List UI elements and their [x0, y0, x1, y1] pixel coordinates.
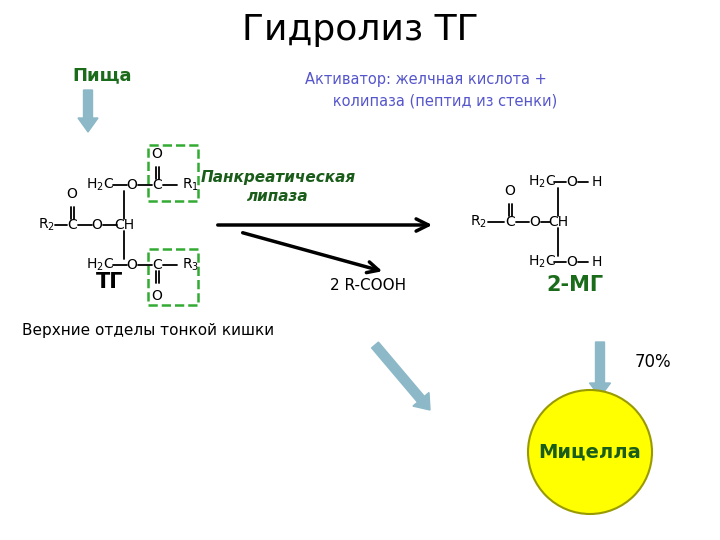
Text: C: C	[67, 218, 77, 232]
FancyArrow shape	[372, 342, 430, 410]
Text: O: O	[152, 147, 163, 161]
Text: Гидролиз ТГ: Гидролиз ТГ	[242, 13, 478, 47]
Text: O: O	[530, 215, 541, 229]
Text: 2 R-COOH: 2 R-COOH	[330, 278, 406, 293]
Text: CH: CH	[114, 218, 134, 232]
Bar	[148, 249, 198, 305]
Text: O: O	[567, 255, 577, 269]
Text: C: C	[152, 258, 162, 272]
Text: R$_1$: R$_1$	[182, 177, 199, 193]
Text: H: H	[592, 175, 603, 189]
Text: O: O	[127, 178, 138, 192]
Text: O: O	[91, 218, 102, 232]
Text: H$_2$C: H$_2$C	[86, 257, 114, 273]
Text: O: O	[505, 184, 516, 198]
Text: O: O	[567, 175, 577, 189]
Text: Панкреатическая
липаза: Панкреатическая липаза	[200, 170, 356, 205]
Text: 70%: 70%	[635, 353, 672, 371]
Text: O: O	[66, 187, 78, 201]
Text: C: C	[152, 178, 162, 192]
Circle shape	[528, 390, 652, 514]
Text: H$_2$C: H$_2$C	[528, 174, 556, 190]
Text: O: O	[127, 258, 138, 272]
Text: R$_2$: R$_2$	[38, 217, 55, 233]
Text: H$_2$C: H$_2$C	[528, 254, 556, 270]
FancyArrow shape	[78, 90, 98, 132]
Text: ТГ: ТГ	[96, 272, 124, 292]
Text: Верхние отделы тонкой кишки: Верхние отделы тонкой кишки	[22, 322, 274, 338]
Text: O: O	[152, 289, 163, 303]
Text: Активатор: желчная кислота +
      колипаза (пептид из стенки): Активатор: желчная кислота + колипаза (п…	[305, 72, 557, 108]
FancyArrow shape	[590, 342, 611, 397]
Text: Мицелла: Мицелла	[539, 442, 642, 462]
Text: R$_2$: R$_2$	[470, 214, 487, 230]
Text: CH: CH	[548, 215, 568, 229]
Text: H: H	[592, 255, 603, 269]
Text: Пища: Пища	[72, 66, 132, 84]
Text: H$_2$C: H$_2$C	[86, 177, 114, 193]
Text: R$_3$: R$_3$	[182, 257, 199, 273]
Bar	[148, 145, 198, 201]
Text: C: C	[505, 215, 515, 229]
Text: 2-МГ: 2-МГ	[546, 275, 603, 295]
